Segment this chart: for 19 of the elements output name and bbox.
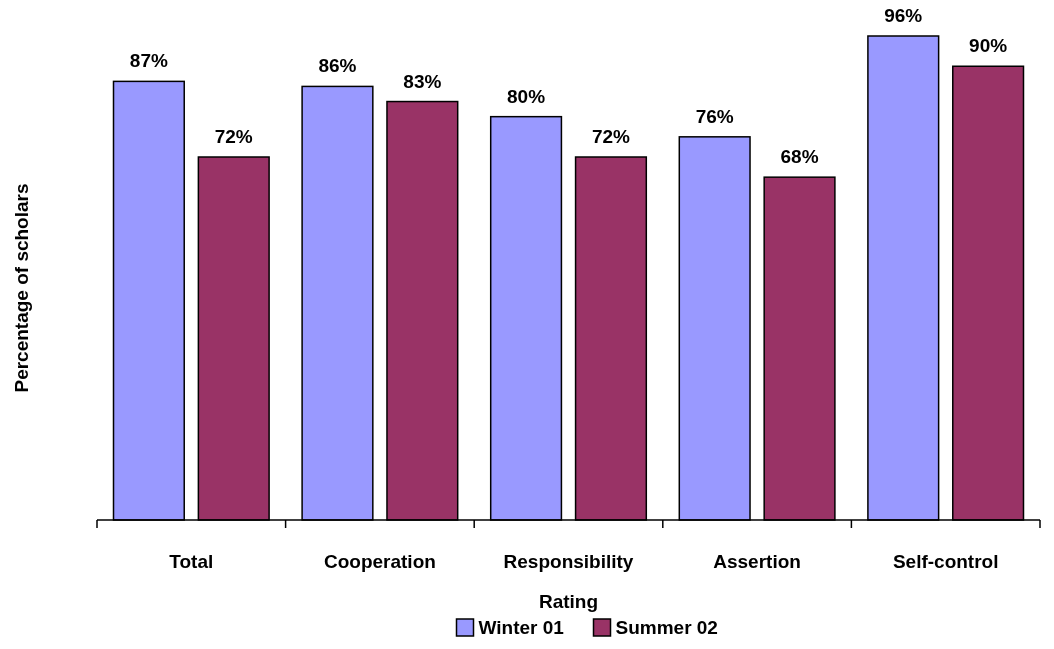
- x-tick-label: Cooperation: [323, 551, 436, 572]
- data-label: 72%: [214, 126, 253, 147]
- x-tick-label: Total: [169, 551, 214, 572]
- x-axis-title: Rating: [538, 591, 599, 612]
- legend-label: Summer 02: [615, 617, 718, 638]
- data-label: 83%: [403, 70, 442, 92]
- data-label: 68%: [780, 146, 819, 168]
- data-label: 76%: [695, 105, 734, 127]
- data-label: 80%: [507, 85, 546, 107]
- data-label: 96%: [884, 5, 923, 26]
- y-axis-title: Percentage of scholars: [11, 183, 32, 393]
- data-label: 86%: [318, 55, 357, 77]
- legend-label: Winter 01: [478, 617, 565, 638]
- x-tick-label: Responsibility: [503, 551, 634, 572]
- data-label: 90%: [969, 35, 1008, 57]
- x-tick-label: Assertion: [713, 551, 801, 572]
- data-label: 72%: [591, 126, 631, 147]
- x-tick-label: Self-control: [892, 551, 999, 572]
- data-label: 87%: [129, 50, 168, 72]
